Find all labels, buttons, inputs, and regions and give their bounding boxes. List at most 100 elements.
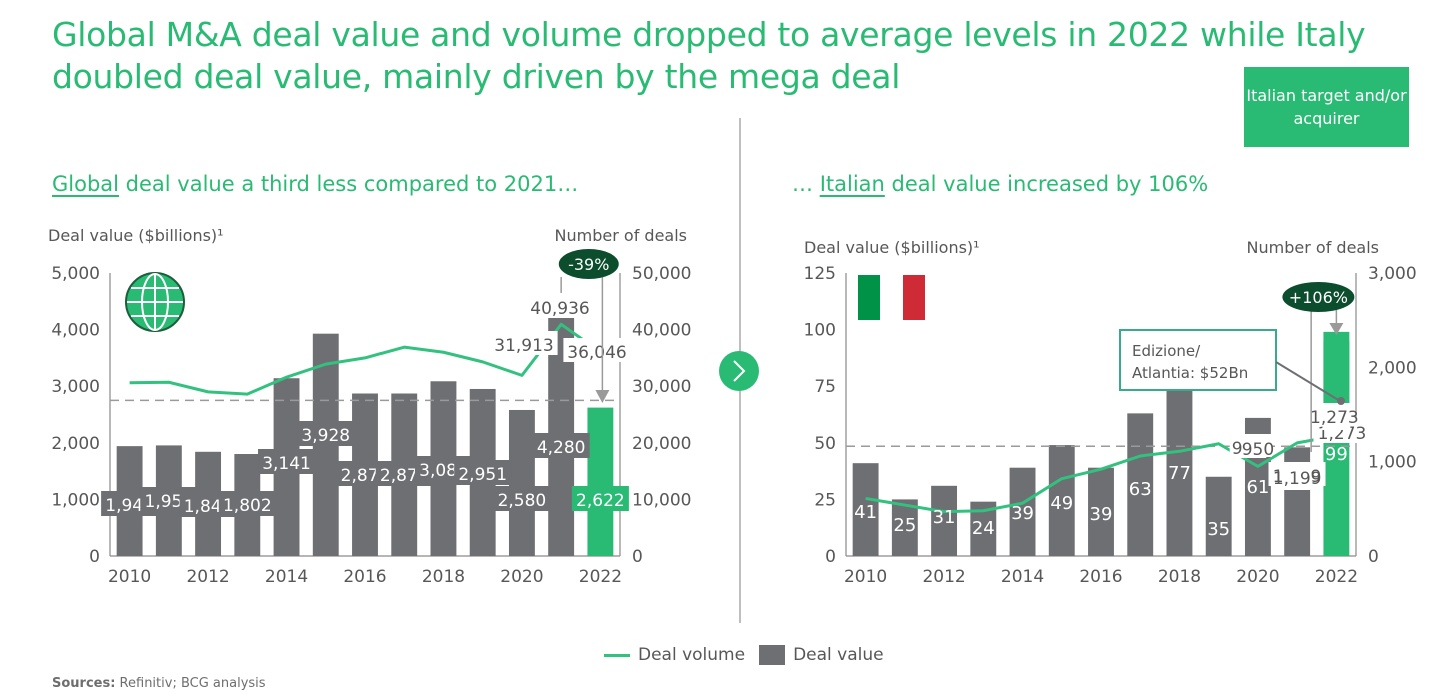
page-title: Global M&A deal value and volume dropped… [52, 15, 1366, 96]
mega-deal-annotation-box [1119, 329, 1277, 391]
global-bar-label: 2,580 [498, 491, 547, 511]
italy-x-tick-label: 2010 [844, 567, 887, 587]
global-y-tick-label: 3,000 [51, 377, 100, 397]
global-bar-label: 2,951 [458, 465, 507, 485]
globe-icon [125, 272, 185, 332]
global-y-tick-label: 0 [89, 547, 100, 567]
italy-y2-tick-label: 3,000 [1368, 264, 1417, 284]
italy-2020-gap [1243, 434, 1272, 457]
italy-bar [1009, 467, 1036, 556]
italy-bar-label: 99 [1325, 444, 1348, 465]
global-bar-label-bg [571, 486, 629, 511]
bar-swatch-icon [759, 645, 786, 665]
line-swatch-icon [604, 653, 630, 657]
legend-volume-label: Deal volume [638, 645, 746, 665]
legend-item-volume: Deal volume [604, 645, 745, 665]
italy-y2-tick-label: 0 [1368, 547, 1379, 567]
italy-bar-label: 41 [854, 502, 877, 523]
global-x-tick-label: 2016 [343, 567, 386, 587]
global-bar-label-bg [532, 433, 590, 458]
global-y-tick-label: 2,000 [51, 434, 100, 454]
italy-y-axis-label: Deal value ($billions)¹ [804, 238, 980, 257]
italy-bar-label: 61 [1246, 477, 1269, 498]
global-chart: Deal value ($billions)¹ Number of deals 0 1… [48, 226, 691, 587]
italy-y2-axis-label: Number of deals [1247, 238, 1379, 257]
italian-target-badge: Italian target and/or acquirer [1244, 67, 1409, 147]
global-change-badge-text: -39% [568, 255, 609, 274]
italy-bar [1048, 445, 1075, 556]
italy-bar-label: 39 [1090, 504, 1113, 525]
global-volume-label: 36,046 [567, 343, 626, 363]
global-y-axis-label: Deal value ($billions)¹ [48, 226, 224, 245]
italy-bar [1127, 413, 1154, 556]
italy-volume-label: 1,273 [1310, 408, 1359, 428]
flag-red-stripe [903, 275, 925, 320]
global-y2-tick-label: 30,000 [632, 377, 691, 397]
global-y-tick-label: 1,000 [51, 490, 100, 510]
global-bar-label: 3,141 [262, 454, 311, 474]
italy-subtitle: … Italian deal value increased by 106% [792, 172, 1208, 196]
global-y2-tick-label: 20,000 [632, 434, 691, 454]
global-bar-label: 1,802 [223, 496, 272, 516]
global-y2-axis-label: Number of deals [555, 226, 687, 245]
global-change-badge [558, 249, 619, 279]
legend-item-value: Deal value [759, 645, 884, 665]
global-y2-tick-label: 40,000 [632, 321, 691, 341]
global-volume-label: 40,936 [530, 299, 589, 319]
global-bar-label: 4,280 [537, 438, 586, 458]
global-volume-label-bg [526, 294, 594, 318]
italy-bar-label: 24 [972, 518, 995, 539]
italy-bar-label: 77 [1168, 463, 1191, 484]
italy-subtitle-rest: deal value increased by 106% [884, 172, 1209, 196]
mega-deal-annotation-dot [1337, 397, 1345, 405]
global-x-tick-label: 2020 [500, 567, 543, 587]
global-bar-label: 3,928 [301, 426, 350, 446]
italy-volume-label: 1,199 [1273, 469, 1322, 489]
italy-bar-label: 35 [1207, 519, 1230, 540]
global-subtitle: Global deal value a third less compared … [52, 172, 578, 196]
global-bar-label-bg [454, 460, 512, 485]
global-x-tick-label: 2012 [186, 567, 229, 587]
mega-deal-annotation-line1: Edizione/ [1132, 342, 1201, 360]
italy-change-badge-text: +106% [1289, 288, 1348, 307]
italy-x-tick-label: 2012 [922, 567, 965, 587]
sources-label: Sources: [52, 676, 116, 691]
global-volume-label: 31,913 [494, 336, 553, 356]
global-subtitle-underlined: Global [52, 172, 119, 196]
down-arrow-icon [595, 390, 610, 403]
italy-bar-label: 31 [933, 507, 956, 528]
legend-value-label: Deal value [793, 645, 884, 665]
mega-deal-annotation-line2: Atlantia: $52Bn [1132, 364, 1248, 382]
legend: Deal volume Deal value [604, 645, 888, 665]
global-y-tick-label: 4,000 [51, 321, 100, 341]
next-arrow-button[interactable] [719, 351, 759, 391]
sources-text: Refinitiv; BCG analysis [115, 676, 266, 691]
flag-green-stripe [858, 275, 880, 320]
global-x-tick-label: 2014 [265, 567, 308, 587]
global-bar-label: 2,622 [576, 491, 625, 511]
italy-y-tick-label: 75 [814, 377, 836, 397]
italy-mega-deal-gap [1322, 403, 1351, 430]
chevron-right-icon [733, 360, 746, 382]
global-bar-label-bg [297, 421, 355, 446]
italy-bar [1205, 476, 1232, 556]
global-y-tick-label: 5,000 [51, 264, 100, 284]
global-subtitle-rest: deal value a third less compared to 2021… [119, 172, 579, 196]
italy-bar [891, 499, 918, 556]
italy-chart: Deal value ($billions)¹ Number of deals 0 2… [804, 238, 1417, 587]
sources-note: Sources: Refinitiv; BCG analysis [52, 676, 266, 691]
down-arrow-icon [1329, 323, 1344, 335]
italy-y-tick-label: 125 [804, 264, 836, 284]
italy-bar-label: 25 [893, 515, 916, 536]
italy-bar-label: 39 [1011, 503, 1034, 524]
global-bar-label-bg [218, 491, 276, 516]
italy-bar-label: 63 [1129, 479, 1152, 500]
italy-x-tick-label: 2014 [1001, 567, 1044, 587]
italy-bar [852, 463, 879, 556]
global-y2-tick-label: 50,000 [632, 264, 691, 284]
italy-bar [1088, 467, 1114, 556]
global-x-tick-label: 2010 [108, 567, 151, 587]
italy-2021-gap [1283, 466, 1312, 490]
italy-y-tick-label: 100 [804, 321, 836, 341]
global-bar [508, 409, 535, 556]
